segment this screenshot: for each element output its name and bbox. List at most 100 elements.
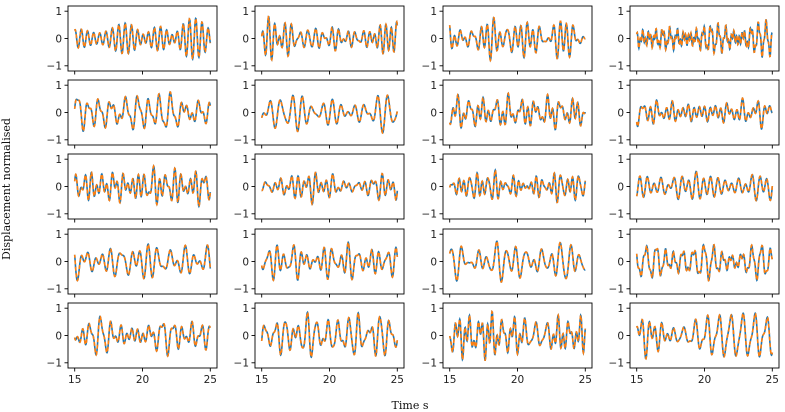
y-tick-label: 1 xyxy=(55,229,62,241)
y-tick-label: 0 xyxy=(55,256,62,268)
y-tick-label: 0 xyxy=(55,33,62,45)
y-tick-label: 1 xyxy=(617,80,624,92)
subplot-r5-c2: −1 0 1 15 20 25 xyxy=(234,302,405,386)
y-tick-label: 0 xyxy=(242,107,249,119)
subplot-r5-c1: −1 0 1 15 20 25 xyxy=(47,302,218,386)
y-tick-label: 0 xyxy=(617,330,624,342)
series-line-blue xyxy=(260,15,399,62)
subplot-r1-c4: −1 0 1 xyxy=(609,5,780,75)
y-tick-label: 1 xyxy=(430,303,437,315)
subplot-r1-c2: −1 0 1 xyxy=(234,5,405,75)
x-tick-label: 20 xyxy=(323,374,336,386)
series-line-orange xyxy=(448,168,587,204)
y-tick-label: 1 xyxy=(617,154,624,166)
y-tick-label: 1 xyxy=(242,154,249,166)
y-tick-label: 0 xyxy=(242,330,249,342)
y-tick-label: 1 xyxy=(242,229,249,241)
series-line-orange xyxy=(448,91,587,131)
y-tick-label: 1 xyxy=(617,6,624,18)
y-tick-label: 0 xyxy=(55,107,62,119)
y-tick-label: −1 xyxy=(422,61,437,73)
series-line-orange xyxy=(73,315,212,358)
y-tick-label: −1 xyxy=(609,61,624,73)
y-tick-label: 0 xyxy=(617,107,624,119)
y-tick-label: −1 xyxy=(609,284,624,296)
series-line-orange xyxy=(260,15,399,62)
subplot-r2-c1: −1 0 1 xyxy=(47,79,218,149)
x-tick-label: 15 xyxy=(68,374,81,386)
x-tick-label: 15 xyxy=(630,374,643,386)
y-tick-label: 0 xyxy=(55,181,62,193)
x-tick-label: 20 xyxy=(698,374,711,386)
y-tick-label: 0 xyxy=(430,330,437,342)
y-tick-label: −1 xyxy=(422,284,437,296)
subplot-r4-c2: −1 0 1 xyxy=(234,228,405,298)
subplot-r2-c3: −1 0 1 xyxy=(422,79,593,149)
y-tick-label: 0 xyxy=(430,33,437,45)
series-line-orange xyxy=(260,240,399,282)
y-tick-label: 1 xyxy=(430,6,437,18)
series-line-orange xyxy=(73,164,212,209)
x-tick-label: 20 xyxy=(511,374,524,386)
y-tick-label: 0 xyxy=(55,330,62,342)
y-tick-label: 0 xyxy=(242,256,249,268)
subplot-r5-c4: −1 0 1 15 20 25 xyxy=(609,302,780,386)
x-axis-label: Time s xyxy=(392,399,429,412)
y-tick-label: 1 xyxy=(55,80,62,92)
series-line-orange xyxy=(260,310,399,359)
panels: −1 0 1 −1 0 1 −1 0 1 −1 0 1 −1 0 1 −1 0 1 −1 0 1 −1 0 1 −1 0 1 −1 0 1… xyxy=(47,5,780,386)
series-line-blue xyxy=(73,17,212,62)
y-tick-label: 1 xyxy=(242,303,249,315)
series-line-orange xyxy=(260,94,399,135)
x-tick-label: 25 xyxy=(391,374,404,386)
y-tick-label: −1 xyxy=(47,358,62,370)
axes-frame xyxy=(67,79,218,146)
subplot-r3-c3: −1 0 1 xyxy=(422,153,593,223)
y-tick-label: −1 xyxy=(234,358,249,370)
series-line-orange xyxy=(73,90,212,132)
y-tick-label: 1 xyxy=(430,80,437,92)
subplot-r4-c1: −1 0 1 xyxy=(47,228,218,298)
subplot-r1-c3: −1 0 1 xyxy=(422,5,593,75)
y-tick-label: 0 xyxy=(617,256,624,268)
subplot-r5-c3: −1 0 1 15 20 25 xyxy=(422,302,593,386)
y-tick-label: −1 xyxy=(47,135,62,147)
y-tick-label: −1 xyxy=(234,135,249,147)
y-tick-label: −1 xyxy=(609,358,624,370)
axes-frame xyxy=(629,228,780,295)
y-tick-label: 0 xyxy=(617,181,624,193)
y-tick-label: −1 xyxy=(422,358,437,370)
series-line-orange xyxy=(635,243,774,282)
series-line-orange xyxy=(261,171,399,206)
subplot-r3-c2: −1 0 1 xyxy=(234,153,405,223)
y-tick-label: 1 xyxy=(55,6,62,18)
subplot-r1-c1: −1 0 1 xyxy=(47,5,218,75)
x-tick-label: 25 xyxy=(204,374,217,386)
y-axis-label: Displacement normalised xyxy=(0,118,13,260)
subplot-r2-c4: −1 0 1 xyxy=(609,79,780,149)
y-tick-label: 1 xyxy=(617,303,624,315)
x-tick-label: 15 xyxy=(255,374,268,386)
y-tick-label: −1 xyxy=(422,135,437,147)
y-tick-label: 1 xyxy=(55,303,62,315)
y-tick-label: −1 xyxy=(609,135,624,147)
y-tick-label: −1 xyxy=(422,209,437,221)
x-tick-label: 25 xyxy=(766,374,779,386)
subplot-r3-c4: −1 0 1 xyxy=(609,153,780,223)
y-tick-label: −1 xyxy=(234,209,249,221)
y-tick-label: −1 xyxy=(234,284,249,296)
series-line-orange xyxy=(448,16,586,63)
subplot-r4-c4: −1 0 1 xyxy=(609,228,780,298)
subplot-r2-c2: −1 0 1 xyxy=(234,79,405,149)
x-tick-label: 15 xyxy=(443,374,456,386)
y-tick-label: 1 xyxy=(430,154,437,166)
y-tick-label: 0 xyxy=(430,107,437,119)
series-line-orange xyxy=(635,19,773,58)
x-tick-label: 20 xyxy=(136,374,149,386)
series-line-orange xyxy=(448,240,586,283)
y-tick-label: −1 xyxy=(609,209,624,221)
y-tick-label: 1 xyxy=(55,154,62,166)
series-line-orange xyxy=(635,170,774,202)
y-tick-label: 1 xyxy=(242,80,249,92)
